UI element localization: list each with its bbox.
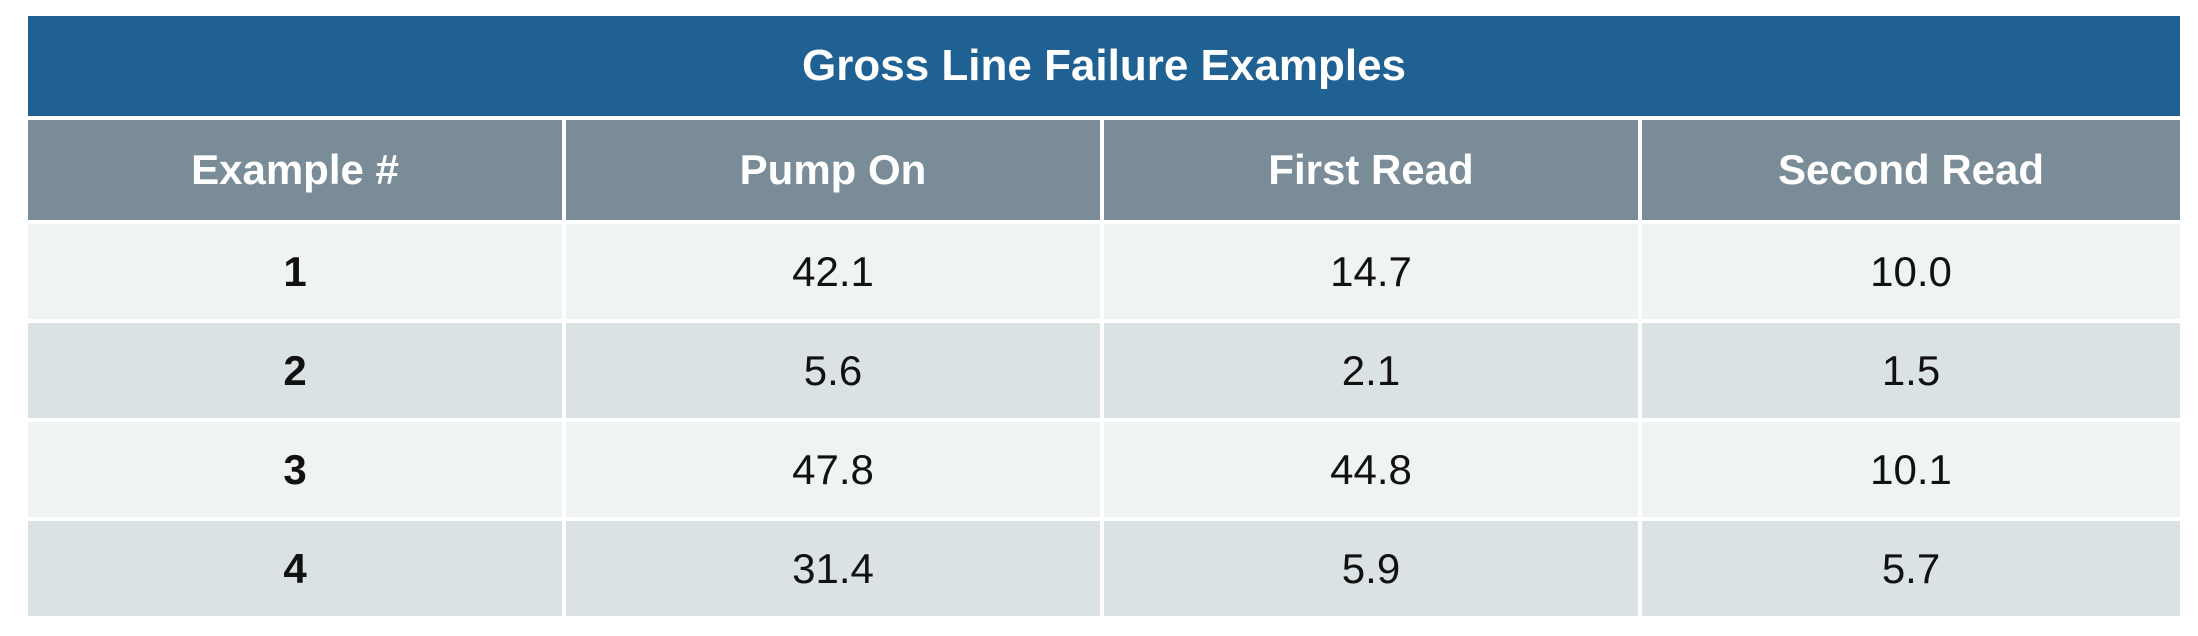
- column-header-second-read: Second Read: [1642, 120, 2181, 224]
- cell-second-read: 10.0: [1642, 224, 2181, 323]
- table-header-row: Example # Pump On First Read Second Read: [28, 120, 2181, 224]
- table-row: 1 42.1 14.7 10.0: [28, 224, 2181, 323]
- gross-line-failure-table: Gross Line Failure Examples Example # Pu…: [28, 16, 2181, 616]
- cell-first-read: 14.7: [1104, 224, 1642, 323]
- table-title-row: Gross Line Failure Examples: [28, 16, 2181, 120]
- column-header-pump-on: Pump On: [566, 120, 1104, 224]
- cell-pump-on: 31.4: [566, 521, 1104, 616]
- cell-example-number: 4: [28, 521, 566, 616]
- cell-example-number: 1: [28, 224, 566, 323]
- cell-first-read: 2.1: [1104, 323, 1642, 422]
- data-table-container: Gross Line Failure Examples Example # Pu…: [28, 16, 2181, 616]
- cell-pump-on: 47.8: [566, 422, 1104, 521]
- cell-example-number: 2: [28, 323, 566, 422]
- cell-second-read: 10.1: [1642, 422, 2181, 521]
- cell-pump-on: 42.1: [566, 224, 1104, 323]
- cell-pump-on: 5.6: [566, 323, 1104, 422]
- column-header-first-read: First Read: [1104, 120, 1642, 224]
- cell-example-number: 3: [28, 422, 566, 521]
- column-header-example-number: Example #: [28, 120, 566, 224]
- table-row: 4 31.4 5.9 5.7: [28, 521, 2181, 616]
- table-title: Gross Line Failure Examples: [28, 16, 2181, 120]
- cell-first-read: 44.8: [1104, 422, 1642, 521]
- cell-second-read: 5.7: [1642, 521, 2181, 616]
- table-row: 3 47.8 44.8 10.1: [28, 422, 2181, 521]
- cell-first-read: 5.9: [1104, 521, 1642, 616]
- table-row: 2 5.6 2.1 1.5: [28, 323, 2181, 422]
- cell-second-read: 1.5: [1642, 323, 2181, 422]
